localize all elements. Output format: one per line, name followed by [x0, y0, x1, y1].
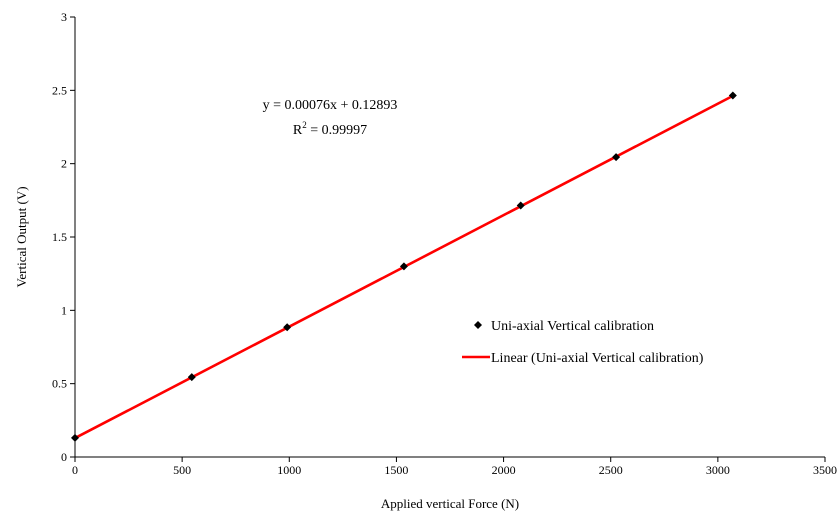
r-squared-label: R2 = 0.99997: [293, 120, 367, 138]
x-tick-label: 1000: [277, 463, 301, 477]
x-tick-label: 2500: [599, 463, 623, 477]
x-tick-label: 3500: [813, 463, 837, 477]
data-point: [187, 373, 196, 382]
y-tick-label: 2: [61, 157, 67, 171]
y-axis-ticks: 0 0.5 1 1.5 2 2.5 3: [52, 10, 75, 464]
y-tick-label: 0.5: [52, 377, 67, 391]
regression-annotation: y = 0.00076x + 0.12893 R2 = 0.99997: [263, 98, 398, 138]
legend-diamond-marker: [474, 321, 482, 329]
r-squared-superscript: 2: [302, 120, 307, 130]
x-tick-label: 2000: [492, 463, 516, 477]
data-points-layer: [71, 91, 737, 442]
x-axis-ticks: 0 500 1000 1500 2000 2500 3000 3500: [72, 457, 837, 477]
y-tick-label: 1: [61, 303, 67, 317]
legend-label-points: Uni-axial Vertical calibration: [491, 319, 654, 334]
data-point: [399, 262, 408, 271]
r-squared-value: = 0.99997: [307, 123, 367, 138]
data-point: [728, 91, 737, 100]
y-tick-label: 3: [61, 10, 67, 24]
x-tick-label: 0: [72, 463, 78, 477]
data-point: [71, 433, 79, 442]
regression-equation: y = 0.00076x + 0.12893: [263, 98, 398, 113]
data-point: [283, 323, 292, 332]
x-tick-label: 3000: [706, 463, 730, 477]
r-squared-r: R: [293, 123, 303, 138]
x-tick-label: 1500: [384, 463, 408, 477]
axes: [74, 17, 825, 458]
legend-label-trendline: Linear (Uni-axial Vertical calibration): [491, 351, 704, 366]
data-point: [516, 201, 525, 210]
legend: Uni-axial Vertical calibration Linear (U…: [462, 319, 704, 366]
y-axis-title: Vertical Output (V): [14, 186, 29, 287]
data-point: [612, 153, 621, 162]
x-tick-label: 500: [173, 463, 191, 477]
y-tick-label: 2.5: [52, 83, 67, 97]
y-tick-label: 1.5: [52, 230, 67, 244]
y-tick-label: 0: [61, 450, 67, 464]
x-axis-title: Applied vertical Force (N): [381, 496, 519, 511]
